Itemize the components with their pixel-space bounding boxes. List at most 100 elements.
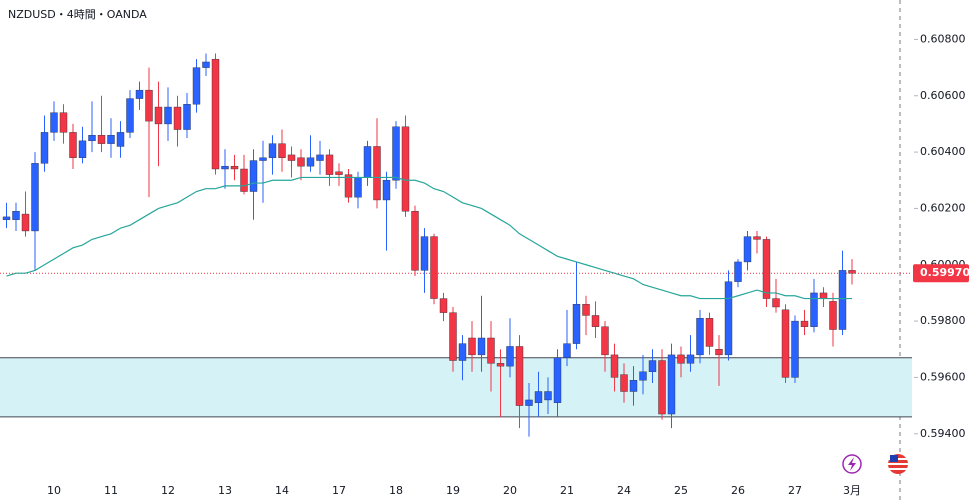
candle-body bbox=[449, 312, 457, 361]
candle-body bbox=[202, 61, 210, 68]
candle-body bbox=[534, 391, 543, 403]
candle-body bbox=[88, 134, 96, 142]
last-price-label: 0.59970 bbox=[920, 266, 970, 279]
x-tick-label: 14 bbox=[275, 484, 289, 497]
candle-body bbox=[192, 67, 201, 105]
candle-body bbox=[458, 343, 467, 361]
candle-body bbox=[2, 216, 11, 220]
x-tick-label: 21 bbox=[560, 484, 574, 497]
lightning bbox=[848, 457, 856, 471]
candle-body bbox=[230, 165, 239, 170]
candle-body bbox=[810, 292, 818, 327]
candle-body bbox=[249, 160, 258, 192]
candle-body bbox=[791, 320, 799, 378]
candle-body bbox=[734, 261, 742, 282]
x-tick-label: 10 bbox=[47, 484, 61, 497]
candle-body bbox=[743, 236, 752, 263]
candle-body bbox=[677, 354, 685, 364]
candle-body bbox=[344, 174, 353, 198]
y-tick-label: 0.59800 bbox=[920, 314, 966, 327]
candle-body bbox=[31, 163, 39, 232]
candle-body bbox=[392, 126, 400, 181]
candle-body bbox=[50, 112, 58, 133]
candle-body bbox=[477, 337, 486, 356]
candle-body bbox=[829, 301, 837, 330]
candle-body bbox=[762, 239, 771, 299]
candle-body bbox=[78, 140, 87, 158]
moving-average bbox=[6, 176, 852, 300]
candle-body bbox=[107, 134, 115, 144]
candle-body bbox=[221, 165, 229, 170]
candle-body bbox=[164, 106, 172, 125]
x-tick-label: 27 bbox=[788, 484, 802, 497]
candle-body bbox=[696, 318, 704, 356]
candle-body bbox=[420, 236, 429, 271]
candle-body bbox=[21, 213, 30, 232]
candle-body bbox=[610, 354, 619, 378]
x-tick-label: 11 bbox=[104, 484, 118, 497]
candle-body bbox=[553, 357, 562, 403]
x-tick-label: 19 bbox=[446, 484, 460, 497]
x-tick-label: 24 bbox=[617, 484, 631, 497]
candle-body bbox=[297, 157, 305, 167]
candle-body bbox=[354, 177, 362, 198]
y-tick-label: 0.59600 bbox=[920, 370, 966, 383]
candle-body bbox=[506, 346, 514, 367]
candle-body bbox=[211, 58, 220, 170]
candle-body bbox=[40, 132, 49, 164]
x-tick-label: 12 bbox=[161, 484, 175, 497]
candle-body bbox=[658, 360, 666, 415]
candle-body bbox=[278, 143, 286, 158]
x-tick-label: 18 bbox=[389, 484, 403, 497]
candle-body bbox=[648, 360, 657, 372]
flag-canton bbox=[890, 455, 898, 462]
candle-body bbox=[382, 180, 391, 201]
candle-body bbox=[335, 171, 343, 175]
y-tick-label: 0.60800 bbox=[920, 32, 966, 45]
candle-body bbox=[401, 126, 410, 212]
y-tick-label: 0.60400 bbox=[920, 145, 966, 158]
candle-body bbox=[116, 132, 125, 147]
last-price-badge bbox=[913, 264, 969, 283]
candle-body bbox=[268, 143, 277, 158]
candle-body bbox=[753, 236, 761, 240]
x-tick-label: 3月 bbox=[843, 484, 861, 497]
x-tick-label: 26 bbox=[731, 484, 745, 497]
y-tick-label: 0.60600 bbox=[920, 89, 966, 102]
candle-body bbox=[468, 337, 476, 356]
plot-layer: 0.594000.596000.598000.600000.602000.604… bbox=[0, 32, 970, 497]
chart-title: NZDUSD・4時間・OANDA bbox=[8, 8, 147, 21]
candle-body bbox=[724, 281, 733, 356]
candle-body bbox=[306, 157, 315, 167]
candle-body bbox=[629, 380, 638, 392]
candle-body bbox=[325, 154, 334, 175]
zone bbox=[0, 357, 912, 417]
candle-body bbox=[515, 346, 524, 406]
candle-body bbox=[686, 354, 695, 364]
candle-body bbox=[848, 270, 856, 274]
y-tick-label: 0.60200 bbox=[920, 201, 966, 214]
x-tick-label: 20 bbox=[503, 484, 517, 497]
candle-body bbox=[819, 292, 828, 299]
candle-body bbox=[411, 211, 419, 271]
candle-body bbox=[430, 236, 438, 299]
candle-body bbox=[373, 146, 381, 201]
candle-body bbox=[145, 89, 153, 122]
x-tick-label: 17 bbox=[332, 484, 346, 497]
candle-body bbox=[183, 104, 191, 130]
x-tick-label: 13 bbox=[218, 484, 232, 497]
candle-body bbox=[715, 349, 723, 356]
candle-body bbox=[525, 399, 533, 406]
candle-body bbox=[496, 363, 505, 367]
candle-body bbox=[781, 309, 790, 378]
candle-body bbox=[544, 391, 552, 401]
candle-body bbox=[582, 303, 590, 316]
candle-body bbox=[154, 106, 163, 125]
candle-body bbox=[363, 146, 372, 178]
candle-body bbox=[800, 320, 809, 327]
candle-body bbox=[487, 337, 495, 364]
x-tick-label: 25 bbox=[674, 484, 688, 497]
candle-body bbox=[12, 211, 20, 220]
